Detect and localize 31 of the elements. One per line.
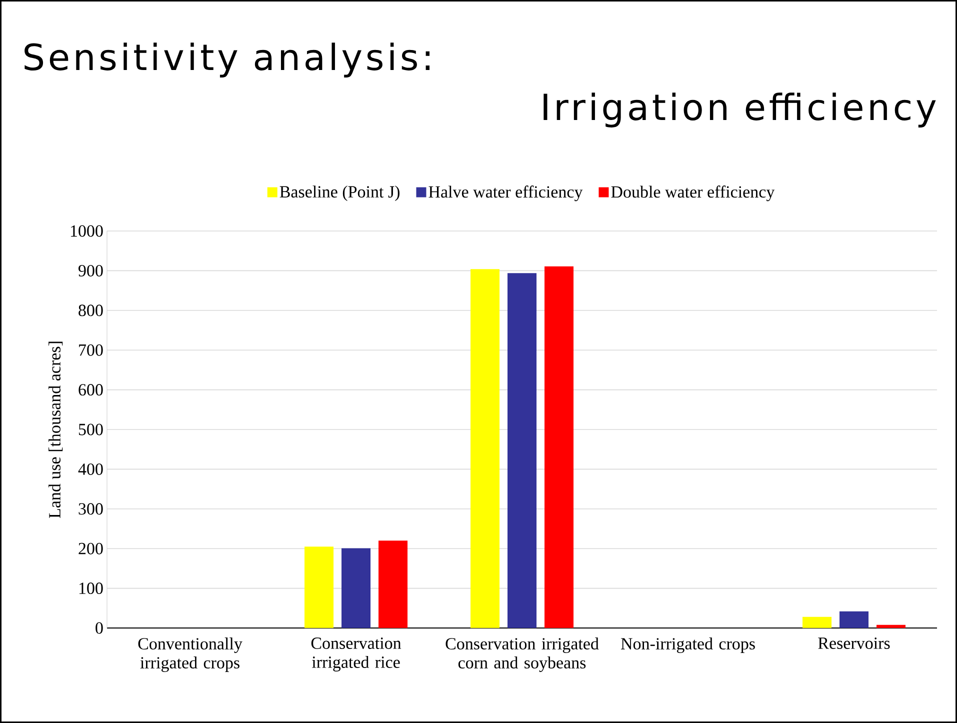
y-tick-label: 800 (78, 304, 103, 316)
bar (304, 546, 334, 628)
bar (802, 616, 832, 628)
bar (840, 611, 869, 628)
y-axis-title: Land use [thousand acres] (48, 342, 63, 518)
y-tick-label: 900 (78, 264, 103, 276)
bar (508, 273, 537, 628)
y-tick-label: 0 (96, 622, 103, 634)
y-tick-label: 700 (79, 344, 103, 356)
x-tick-label: Reservoirs (818, 638, 890, 649)
y-tick-label: 400 (78, 463, 103, 475)
chart-title: Sensitivity analysis: (24, 42, 430, 78)
x-tick-label: Non-irrigated crops (620, 638, 755, 653)
bar (378, 540, 408, 628)
bar (470, 269, 500, 628)
legend-label: Double water efficiency (611, 186, 775, 202)
legend-label: Baseline (Point J) (280, 186, 400, 202)
x-tick-label: Conservation irrigated rice (311, 638, 402, 672)
chart-subtitle: Irrigation efficiency (544, 92, 936, 128)
y-tick-label: 500 (78, 424, 103, 436)
x-tick-label: Conventionally irrigated crops (138, 638, 242, 672)
legend-label: Halve water efficiency (428, 186, 583, 202)
bar (876, 624, 906, 628)
y-tick-label: 600 (78, 384, 103, 396)
bar (342, 548, 371, 628)
y-tick-label: 300 (78, 503, 103, 515)
x-tick-label: Conservation irrigated corn and soybeans (446, 638, 599, 672)
bar (544, 266, 574, 628)
y-tick-label: 200 (78, 542, 103, 554)
y-tick-label: 1000 (70, 225, 103, 237)
y-tick-label: 100 (79, 582, 103, 594)
